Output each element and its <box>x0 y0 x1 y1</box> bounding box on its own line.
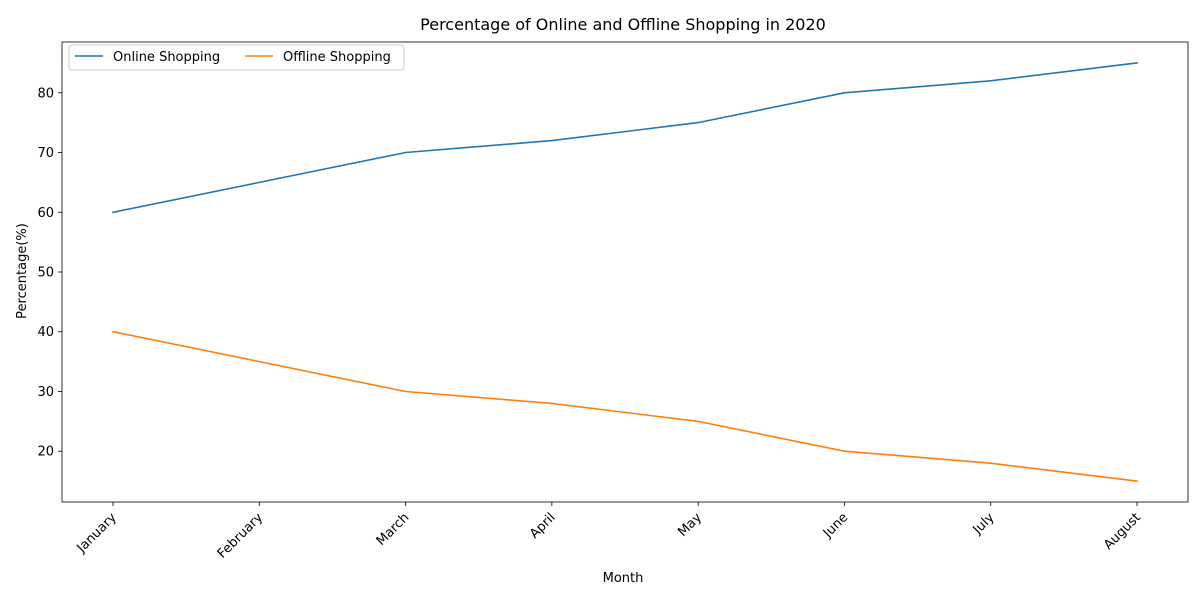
legend: Online Shopping Offline Shopping <box>68 44 405 71</box>
y-axis: 20 30 40 50 60 70 80 <box>37 86 62 460</box>
x-tick-label: May <box>675 510 705 540</box>
plot-area <box>112 62 1138 482</box>
y-tick-label: 70 <box>37 146 54 161</box>
x-tick-label: January <box>74 510 120 556</box>
x-axis: January February March April May June July Augu… <box>74 502 1144 562</box>
legend-label: Offline Shopping <box>283 50 391 65</box>
y-tick-label: 30 <box>37 385 54 400</box>
legend-box <box>68 44 405 71</box>
series-line-offline <box>112 330 1138 482</box>
x-tick-label: June <box>820 510 851 541</box>
axes-frame <box>61 41 1189 503</box>
y-tick-label: 50 <box>37 266 54 281</box>
x-tick-label: April <box>527 510 559 542</box>
x-axis-label: Month <box>603 571 644 586</box>
legend-label: Online Shopping <box>113 50 220 65</box>
y-axis-label: Percentage(%) <box>15 223 30 319</box>
x-tick-label: July <box>970 510 998 538</box>
y-tick-label: 60 <box>37 206 54 221</box>
chart-title: Percentage of Online and Offline Shoppin… <box>420 15 826 34</box>
x-tick-label: March <box>374 510 413 549</box>
y-tick-label: 40 <box>37 325 54 340</box>
y-tick-label: 20 <box>37 445 54 460</box>
x-tick-label: February <box>215 510 267 562</box>
series-line-online <box>112 62 1138 214</box>
x-tick-label: August <box>1101 510 1144 553</box>
y-tick-label: 80 <box>37 86 54 101</box>
